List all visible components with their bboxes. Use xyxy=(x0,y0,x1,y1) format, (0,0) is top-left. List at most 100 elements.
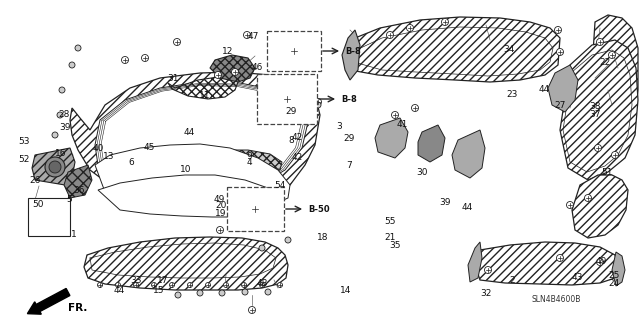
Circle shape xyxy=(57,112,63,118)
Circle shape xyxy=(237,225,243,232)
Polygon shape xyxy=(468,242,482,282)
Circle shape xyxy=(584,195,591,202)
Polygon shape xyxy=(168,77,238,99)
Circle shape xyxy=(278,283,282,287)
Text: 23: 23 xyxy=(506,90,518,99)
Text: 41: 41 xyxy=(396,120,408,129)
Polygon shape xyxy=(452,130,485,178)
Text: 39: 39 xyxy=(439,198,451,207)
Text: 16: 16 xyxy=(55,149,67,158)
Text: 35: 35 xyxy=(390,241,401,250)
Polygon shape xyxy=(548,65,578,112)
Text: 3: 3 xyxy=(337,122,342,130)
Polygon shape xyxy=(612,252,625,286)
Text: 42: 42 xyxy=(292,153,303,162)
Text: 1: 1 xyxy=(71,230,76,239)
Polygon shape xyxy=(210,55,255,82)
Polygon shape xyxy=(572,175,628,238)
Circle shape xyxy=(554,26,561,33)
Text: 55: 55 xyxy=(385,217,396,226)
Polygon shape xyxy=(32,148,75,185)
Text: 18: 18 xyxy=(317,233,329,242)
Text: 4: 4 xyxy=(247,158,252,167)
Circle shape xyxy=(557,255,563,262)
Circle shape xyxy=(45,157,65,177)
Circle shape xyxy=(296,85,303,92)
Circle shape xyxy=(49,161,61,173)
Text: 46: 46 xyxy=(252,63,263,72)
Polygon shape xyxy=(560,40,638,180)
Text: 28: 28 xyxy=(58,110,70,119)
Text: 25: 25 xyxy=(609,271,620,280)
Circle shape xyxy=(115,283,120,287)
Circle shape xyxy=(250,204,260,214)
FancyArrow shape xyxy=(28,288,70,314)
Circle shape xyxy=(291,47,298,54)
Circle shape xyxy=(314,99,321,106)
Text: 44: 44 xyxy=(538,85,550,94)
Circle shape xyxy=(406,25,413,32)
Text: 30: 30 xyxy=(417,168,428,177)
Text: 29: 29 xyxy=(343,134,355,143)
Text: 19: 19 xyxy=(215,209,227,218)
Polygon shape xyxy=(342,30,360,80)
Text: 53: 53 xyxy=(19,137,30,146)
Text: 34: 34 xyxy=(503,45,515,54)
Polygon shape xyxy=(95,144,290,208)
Text: B-8: B-8 xyxy=(341,94,356,103)
Text: 20: 20 xyxy=(215,201,227,210)
Polygon shape xyxy=(64,165,92,198)
Circle shape xyxy=(484,266,492,273)
Text: 15: 15 xyxy=(153,286,164,295)
Circle shape xyxy=(557,48,563,56)
Circle shape xyxy=(219,290,225,296)
Circle shape xyxy=(75,45,81,51)
Circle shape xyxy=(216,226,223,234)
Text: 10: 10 xyxy=(180,165,191,174)
Circle shape xyxy=(285,237,291,243)
Text: 11: 11 xyxy=(199,91,211,100)
Text: 31: 31 xyxy=(167,74,179,83)
Circle shape xyxy=(175,292,181,298)
Circle shape xyxy=(243,32,250,39)
Polygon shape xyxy=(345,17,560,82)
Circle shape xyxy=(412,105,419,112)
Text: 27: 27 xyxy=(554,101,566,110)
Polygon shape xyxy=(475,242,618,285)
Circle shape xyxy=(134,283,138,287)
Circle shape xyxy=(242,289,248,295)
Circle shape xyxy=(265,289,271,295)
Text: 22: 22 xyxy=(599,58,611,67)
Circle shape xyxy=(596,258,604,265)
Circle shape xyxy=(188,283,193,287)
Circle shape xyxy=(232,69,239,76)
FancyBboxPatch shape xyxy=(227,187,284,231)
Text: B-50: B-50 xyxy=(308,204,330,213)
Text: 40: 40 xyxy=(93,144,104,153)
Text: 51: 51 xyxy=(601,168,612,177)
Circle shape xyxy=(611,152,618,159)
Circle shape xyxy=(152,283,157,287)
Circle shape xyxy=(442,19,449,26)
Circle shape xyxy=(290,47,298,55)
Polygon shape xyxy=(95,82,308,198)
Circle shape xyxy=(59,87,65,93)
Polygon shape xyxy=(590,15,638,152)
Text: 12: 12 xyxy=(221,47,233,56)
Text: FR.: FR. xyxy=(68,303,88,313)
Text: 37: 37 xyxy=(589,110,601,119)
Text: 44: 44 xyxy=(113,286,125,295)
Circle shape xyxy=(259,245,265,251)
Text: 36: 36 xyxy=(73,186,84,195)
Circle shape xyxy=(69,62,75,68)
Text: 39: 39 xyxy=(60,123,71,132)
FancyBboxPatch shape xyxy=(267,31,321,71)
Text: 54: 54 xyxy=(275,181,286,189)
Polygon shape xyxy=(70,72,320,215)
Circle shape xyxy=(241,283,246,287)
Text: 6: 6 xyxy=(129,158,134,167)
Text: 49: 49 xyxy=(213,195,225,204)
Circle shape xyxy=(223,283,228,287)
Text: 21: 21 xyxy=(385,233,396,242)
Circle shape xyxy=(122,56,129,63)
